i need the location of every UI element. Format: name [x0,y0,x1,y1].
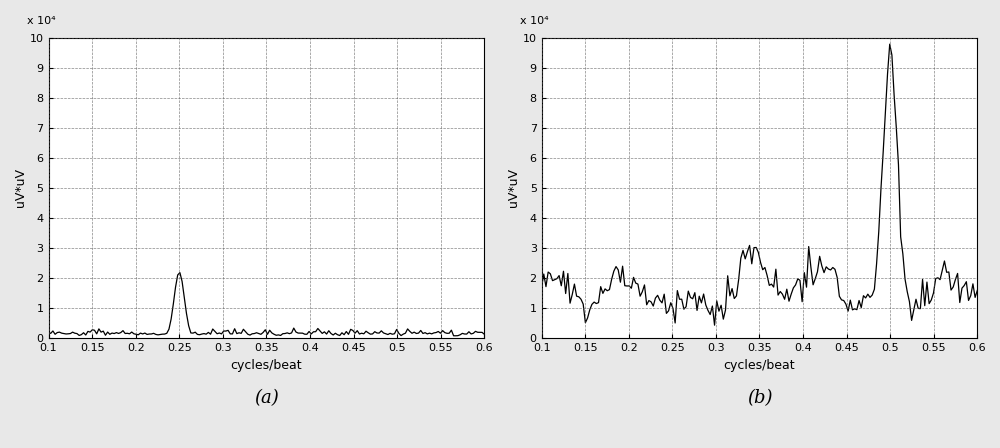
Text: x 10⁴: x 10⁴ [520,16,548,26]
Text: (a): (a) [254,389,279,407]
Text: (b): (b) [747,389,772,407]
X-axis label: cycles/beat: cycles/beat [724,358,795,371]
Text: x 10⁴: x 10⁴ [27,16,55,26]
Y-axis label: uV*uV: uV*uV [507,168,520,207]
Y-axis label: uV*uV: uV*uV [14,168,27,207]
X-axis label: cycles/beat: cycles/beat [231,358,302,371]
